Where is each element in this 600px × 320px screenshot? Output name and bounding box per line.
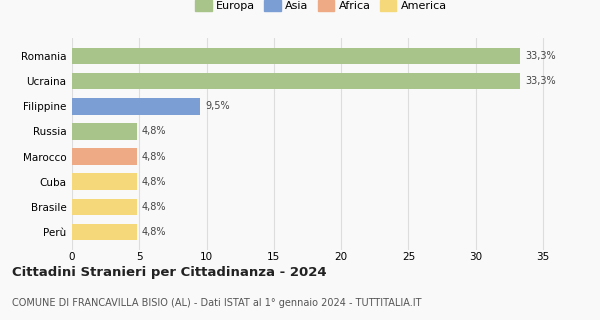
Text: 4,8%: 4,8% [142, 152, 166, 162]
Legend: Europa, Asia, Africa, America: Europa, Asia, Africa, America [193, 0, 449, 13]
Text: COMUNE DI FRANCAVILLA BISIO (AL) - Dati ISTAT al 1° gennaio 2024 - TUTTITALIA.IT: COMUNE DI FRANCAVILLA BISIO (AL) - Dati … [12, 298, 421, 308]
Bar [72, 224, 137, 240]
Text: 33,3%: 33,3% [526, 76, 556, 86]
Text: Cittadini Stranieri per Cittadinanza - 2024: Cittadini Stranieri per Cittadinanza - 2… [12, 266, 326, 279]
Bar [72, 148, 137, 165]
Bar [72, 199, 137, 215]
Text: 4,8%: 4,8% [142, 126, 166, 136]
Bar [72, 48, 520, 64]
Bar [72, 123, 137, 140]
Text: 33,3%: 33,3% [526, 51, 556, 61]
Text: 4,8%: 4,8% [142, 202, 166, 212]
Bar [72, 98, 200, 115]
Bar [72, 173, 137, 190]
Text: 4,8%: 4,8% [142, 177, 166, 187]
Text: 4,8%: 4,8% [142, 227, 166, 237]
Text: 9,5%: 9,5% [205, 101, 230, 111]
Bar [72, 73, 520, 89]
